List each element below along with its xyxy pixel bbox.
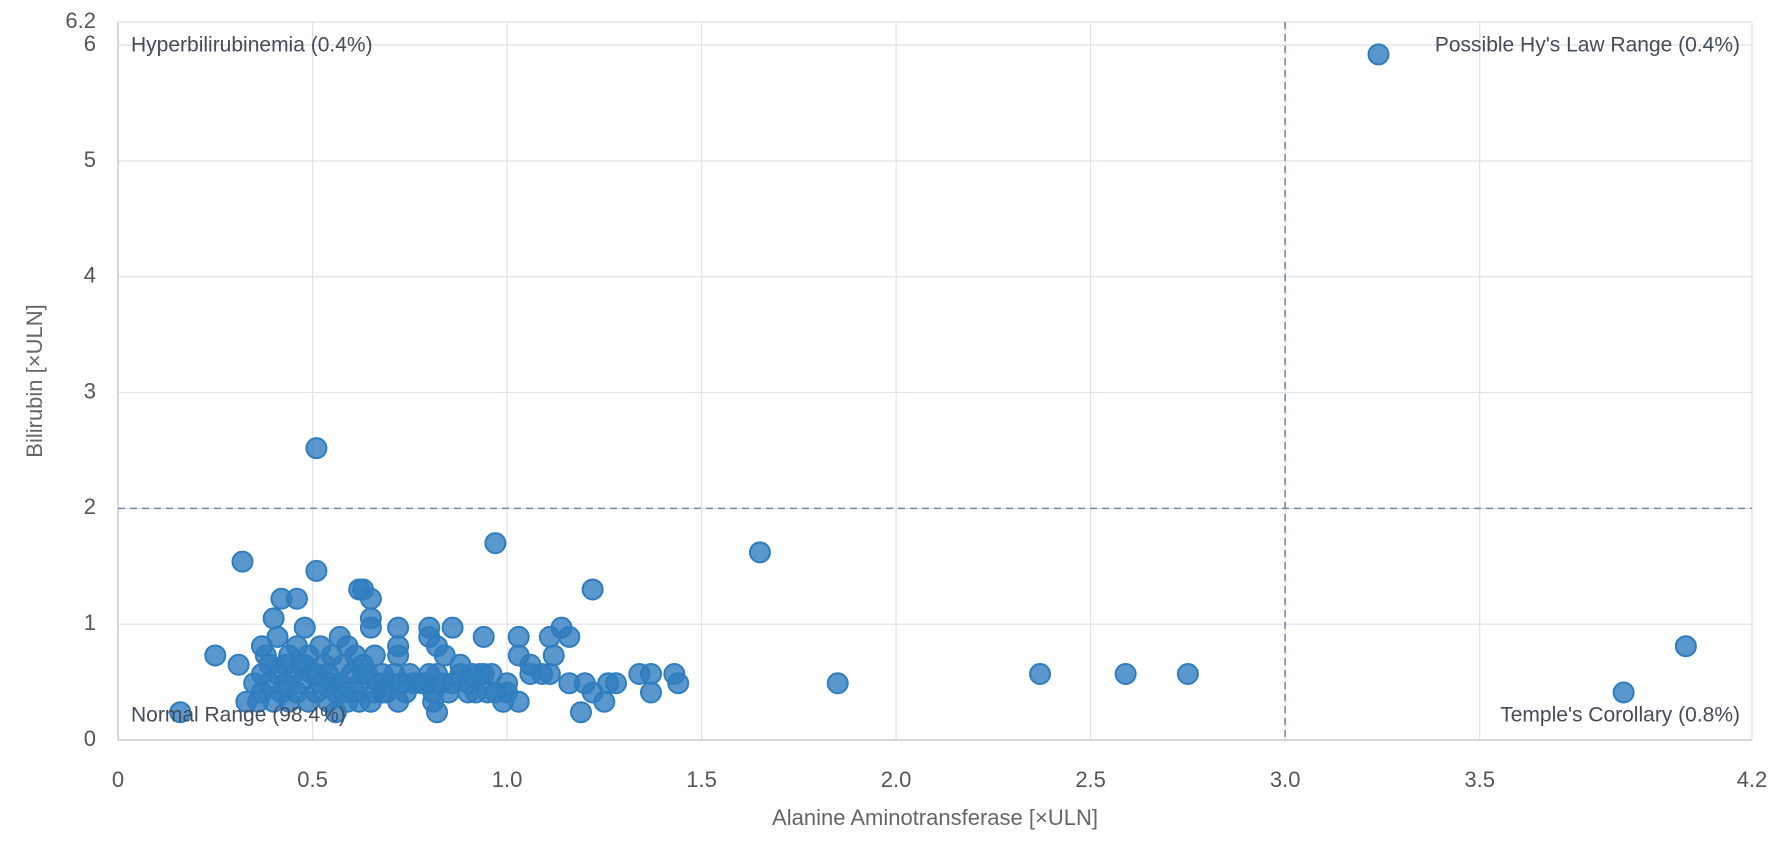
x-tick-label: 3.0 <box>1270 767 1301 792</box>
data-point <box>1176 662 1199 685</box>
x-tick-label: 0.5 <box>297 767 328 792</box>
data-point <box>387 635 410 658</box>
data-point <box>542 644 565 667</box>
data-point <box>639 681 662 704</box>
x-tick-label: 0 <box>112 767 124 792</box>
data-point <box>468 662 491 685</box>
data-point <box>1367 43 1390 66</box>
y-tick-label: 1 <box>84 610 96 635</box>
data-point <box>581 578 604 601</box>
data-point <box>593 690 616 713</box>
data-point <box>305 437 328 460</box>
data-point <box>285 587 308 610</box>
x-tick-label: 2.0 <box>881 767 912 792</box>
data-point <box>363 644 386 667</box>
data-point <box>507 644 530 667</box>
data-point <box>538 625 561 648</box>
y-tick-label: 6 <box>84 31 96 56</box>
x-tick-label: 3.5 <box>1464 767 1495 792</box>
data-point <box>387 616 410 639</box>
data-point <box>278 644 301 667</box>
data-point <box>558 625 581 648</box>
data-point <box>472 625 495 648</box>
y-tick-label: 6.2 <box>65 8 96 33</box>
data-point <box>352 662 375 685</box>
data-point <box>1114 662 1137 685</box>
data-point <box>667 672 690 695</box>
data-point <box>293 616 316 639</box>
data-point <box>418 625 441 648</box>
data-point <box>348 690 371 713</box>
x-tick-label: 2.5 <box>1075 767 1106 792</box>
data-point <box>507 625 530 648</box>
data-point <box>1029 662 1052 685</box>
y-axis-title: Bilirubin [×ULN] <box>22 304 47 457</box>
quadrant-label: Temple's Corollary (0.8%) <box>1500 704 1740 727</box>
data-point <box>639 662 662 685</box>
quadrant-label: Normal Range (98.4%) <box>131 704 346 727</box>
data-point <box>1674 635 1697 658</box>
quadrant-label: Possible Hy's Law Range (0.4%) <box>1435 34 1740 57</box>
data-point <box>484 532 507 555</box>
data-point <box>169 701 192 724</box>
data-point <box>748 541 771 564</box>
data-point <box>1612 681 1635 704</box>
data-point <box>558 672 581 695</box>
y-tick-label: 4 <box>84 263 96 288</box>
data-point <box>359 587 382 610</box>
y-tick-label: 3 <box>84 378 96 403</box>
data-point <box>359 616 382 639</box>
data-point <box>441 616 464 639</box>
x-tick-label: 1.0 <box>492 767 523 792</box>
data-point <box>371 681 394 704</box>
data-point <box>569 701 592 724</box>
x-axis-title: Alanine Aminotransferase [×ULN] <box>772 805 1098 830</box>
data-point <box>227 653 250 676</box>
data-point <box>531 662 554 685</box>
data-point <box>496 681 519 704</box>
x-tick-label: 4.2 <box>1737 767 1768 792</box>
y-tick-label: 2 <box>84 494 96 519</box>
y-tick-label: 0 <box>84 726 96 751</box>
data-point <box>305 559 328 582</box>
y-tick-label: 5 <box>84 147 96 172</box>
data-point <box>231 550 254 573</box>
data-point <box>262 607 285 630</box>
quadrant-label: Hyperbilirubinemia (0.4%) <box>131 34 373 57</box>
data-point <box>204 644 227 667</box>
data-point <box>826 672 849 695</box>
data-point <box>266 625 289 648</box>
x-tick-label: 1.5 <box>686 767 717 792</box>
data-point <box>604 672 627 695</box>
